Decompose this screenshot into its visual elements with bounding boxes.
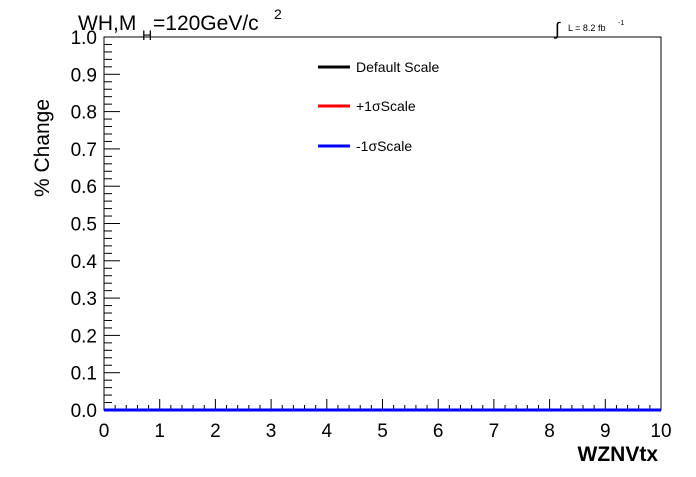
x-axis-label: WZNVtx xyxy=(578,443,659,466)
legend-label-plus: +1σScale xyxy=(356,98,416,114)
lumi-integral: ∫ xyxy=(553,19,561,39)
legend-label-default: Default Scale xyxy=(356,59,439,75)
y-tick-label: 0.9 xyxy=(71,65,97,86)
x-tick-label: 9 xyxy=(600,421,611,442)
y-tick-label: 0.8 xyxy=(71,103,97,124)
x-tick-label: 0 xyxy=(99,421,110,442)
legend-entry-plus: +1σScale xyxy=(318,98,416,114)
x-tick-label: 7 xyxy=(489,421,500,442)
x-tick-label: 5 xyxy=(377,421,388,442)
y-tick-label: 1.0 xyxy=(71,28,97,49)
legend-entry-minus: -1σScale xyxy=(318,138,412,154)
x-tick-label: 1 xyxy=(154,421,165,442)
x-tick-label: 4 xyxy=(322,421,333,442)
x-tick-label: 8 xyxy=(544,421,555,442)
y-axis-label: % Change xyxy=(31,99,54,197)
lumi-label: ∫ L = 8.2 fb -1 xyxy=(553,19,624,39)
y-tick-label: 0.0 xyxy=(71,401,97,422)
y-tick-label: 0.7 xyxy=(71,140,97,161)
title-process: WH,M xyxy=(78,12,136,35)
y-tick-label: 0.5 xyxy=(71,215,97,236)
y-tick-label: 0.4 xyxy=(71,252,98,273)
legend-entry-default: Default Scale xyxy=(318,59,439,75)
lumi-text: L = 8.2 fb xyxy=(568,23,605,33)
lumi-superscript: -1 xyxy=(618,20,624,27)
title-subscript: H xyxy=(142,27,152,43)
x-tick-label: 3 xyxy=(266,421,277,442)
x-tick-label: 10 xyxy=(650,421,671,442)
chart-title: WH,M H =120GeV/c 2 xyxy=(78,6,282,43)
y-tick-label: 0.6 xyxy=(71,177,97,198)
y-tick-label: 0.3 xyxy=(71,289,97,310)
y-tick-label: 0.1 xyxy=(71,364,97,385)
x-tick-label: 6 xyxy=(433,421,444,442)
legend-label-minus: -1σScale xyxy=(356,138,412,154)
plot-frame xyxy=(103,36,662,411)
legend: Default Scale +1σScale -1σScale xyxy=(318,59,439,154)
x-tick-label: 2 xyxy=(210,421,221,442)
title-superscript: 2 xyxy=(274,6,282,22)
title-mass: =120GeV/c xyxy=(153,12,259,35)
y-tick-label: 0.2 xyxy=(71,326,97,347)
